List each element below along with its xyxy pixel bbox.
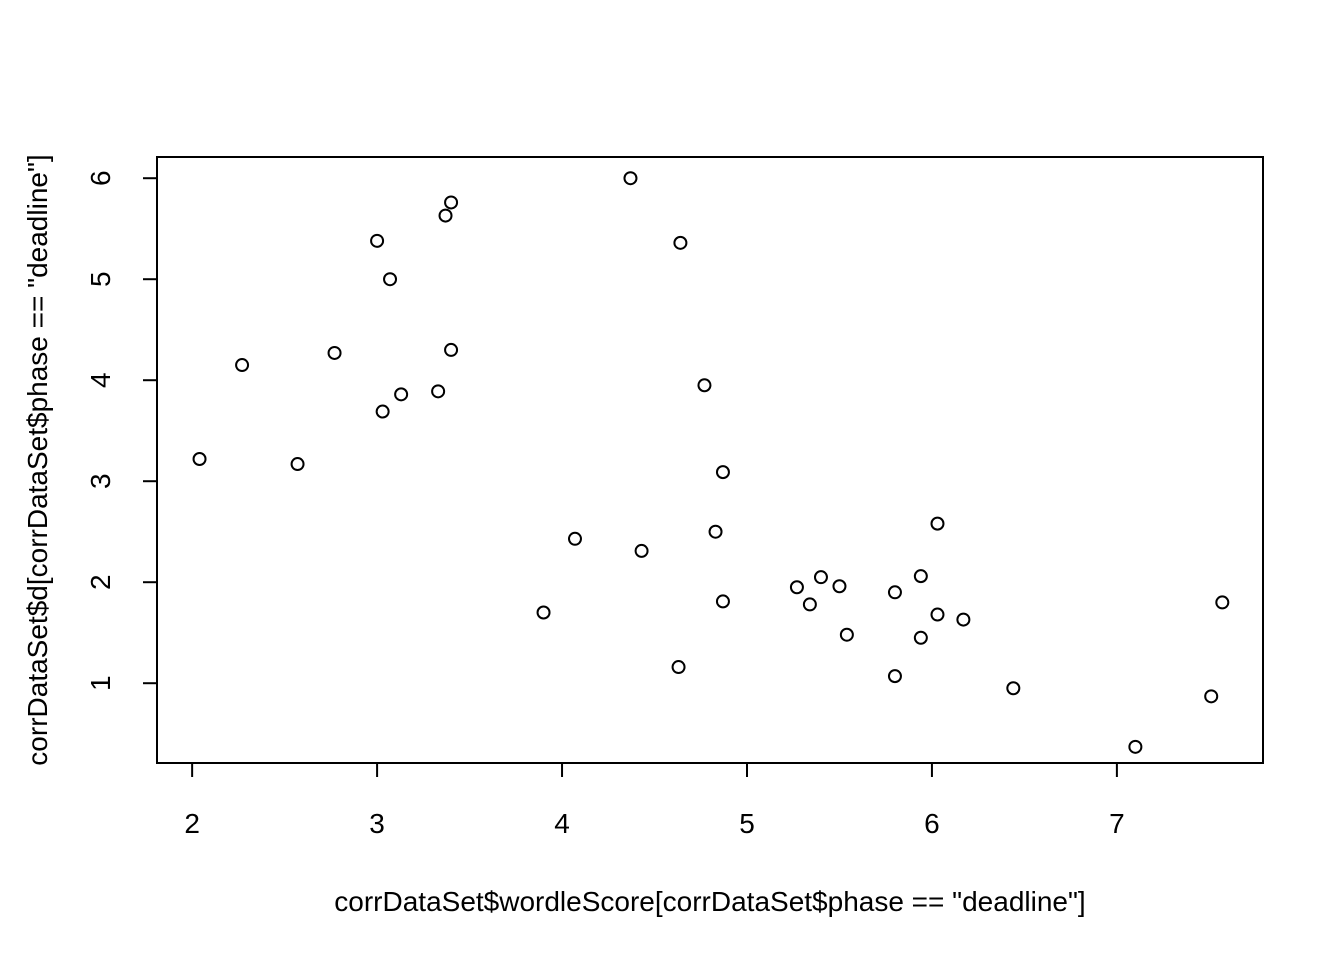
data-point xyxy=(887,585,902,600)
x-tick-label: 6 xyxy=(924,808,940,839)
x-axis: 2 3 4 5 6 7 xyxy=(184,762,1125,839)
data-point xyxy=(370,233,385,248)
x-tick-label: 2 xyxy=(184,808,200,839)
data-point xyxy=(394,387,409,402)
data-point xyxy=(930,607,945,622)
data-point xyxy=(715,594,730,609)
data-point xyxy=(383,272,398,287)
data-points xyxy=(192,171,1230,754)
y-tick-label: 6 xyxy=(85,170,116,186)
data-point xyxy=(192,451,207,466)
data-point xyxy=(913,569,928,584)
y-tick-label: 4 xyxy=(85,372,116,388)
data-point xyxy=(673,235,688,250)
data-point xyxy=(290,457,305,472)
data-point xyxy=(832,579,847,594)
data-point xyxy=(697,378,712,393)
data-point xyxy=(956,612,971,627)
data-point xyxy=(1128,739,1143,754)
data-point xyxy=(1006,681,1021,696)
y-axis-title: corrDataSet$d[corrDataSet$phase == "dead… xyxy=(22,154,53,765)
y-axis: 1 2 3 4 5 6 xyxy=(85,170,158,691)
data-point xyxy=(438,208,453,223)
data-point xyxy=(444,342,459,357)
y-tick-label: 2 xyxy=(85,574,116,590)
data-point xyxy=(887,669,902,684)
data-point xyxy=(708,524,723,539)
data-point xyxy=(802,597,817,612)
data-point xyxy=(1204,689,1219,704)
data-point xyxy=(839,627,854,642)
y-tick-label: 3 xyxy=(85,473,116,489)
data-point xyxy=(536,605,551,620)
data-point xyxy=(431,384,446,399)
x-tick-label: 4 xyxy=(554,808,570,839)
x-axis-title: corrDataSet$wordleScore[corrDataSet$phas… xyxy=(334,886,1085,917)
y-tick-label: 5 xyxy=(85,271,116,287)
data-point xyxy=(444,195,459,210)
data-point xyxy=(789,580,804,595)
data-point xyxy=(913,630,928,645)
x-tick-label: 7 xyxy=(1109,808,1125,839)
data-point xyxy=(567,531,582,546)
data-point xyxy=(813,570,828,585)
data-point xyxy=(671,660,686,675)
x-tick-label: 3 xyxy=(369,808,385,839)
x-tick-label: 5 xyxy=(739,808,755,839)
data-point xyxy=(623,171,638,186)
data-point xyxy=(715,465,730,480)
y-tick-label: 1 xyxy=(85,675,116,691)
plot-frame xyxy=(156,156,1264,764)
data-point xyxy=(235,358,250,373)
data-point xyxy=(634,543,649,558)
data-point xyxy=(1215,595,1230,610)
data-point xyxy=(375,404,390,419)
data-point xyxy=(930,516,945,531)
data-point xyxy=(327,345,342,360)
